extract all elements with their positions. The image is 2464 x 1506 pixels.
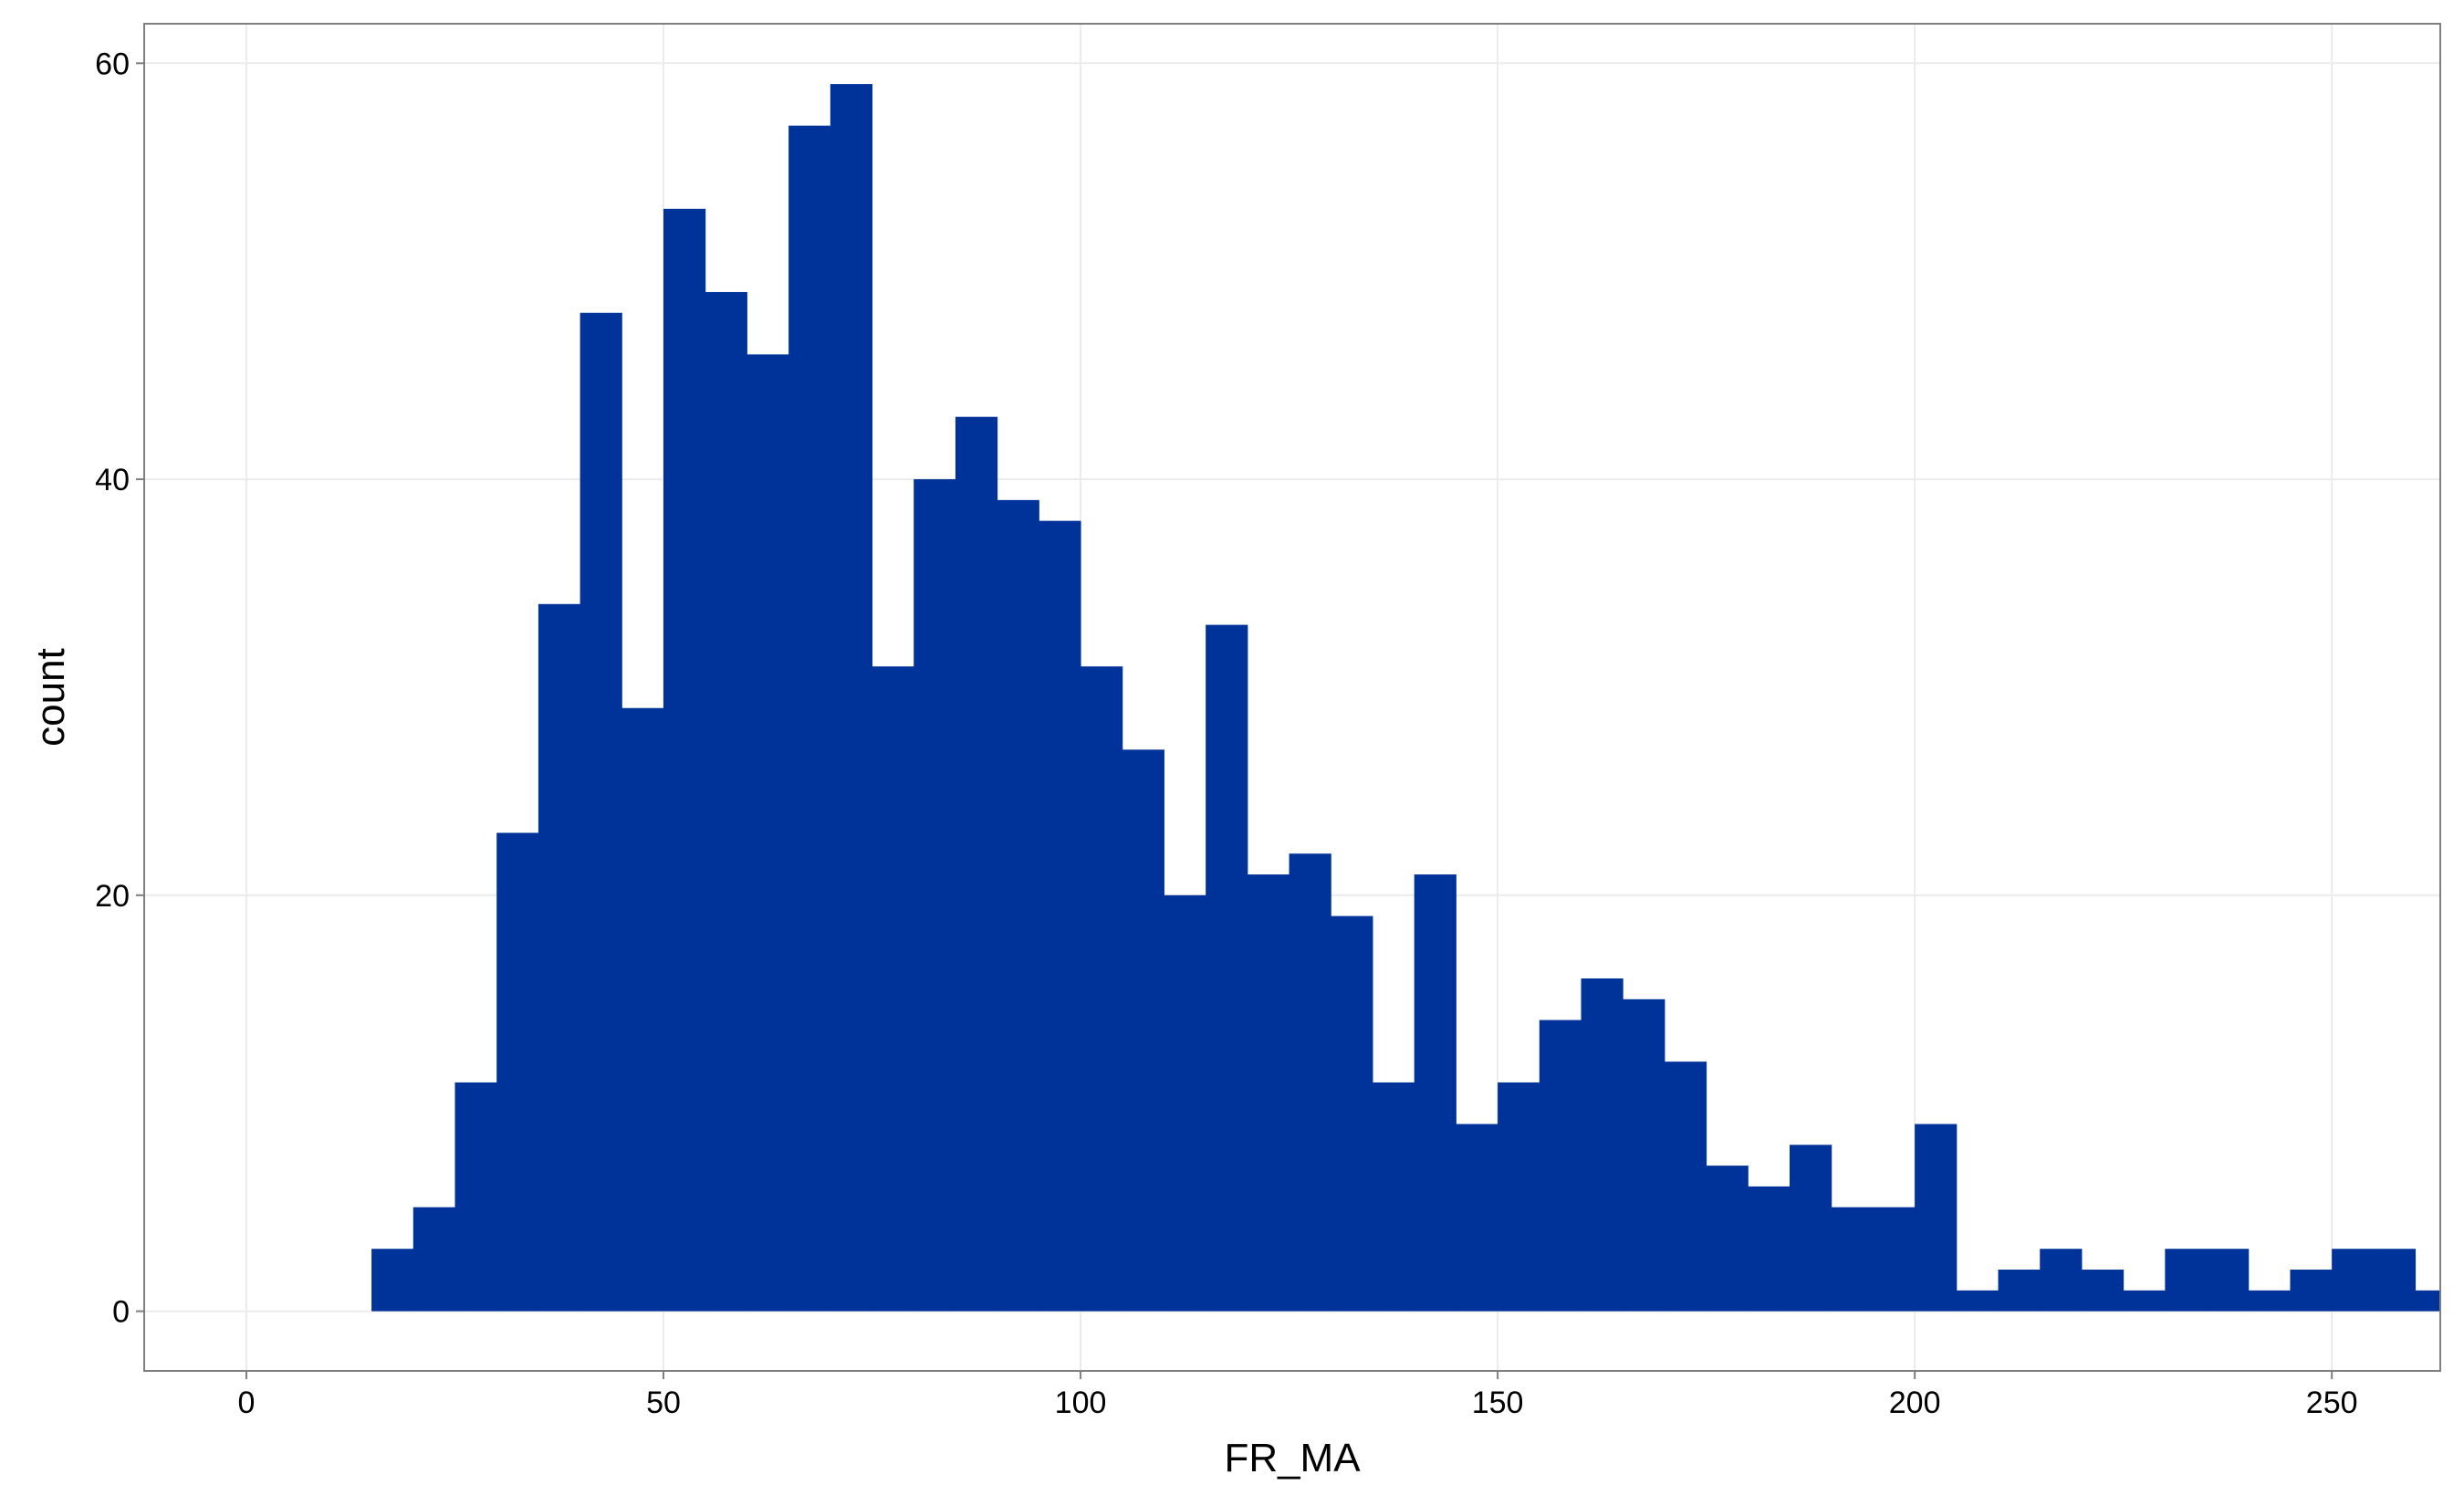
bars (371, 84, 2440, 1312)
bar (705, 291, 747, 1312)
bar (2248, 1290, 2291, 1312)
bar (621, 707, 664, 1312)
y-axis-title: count (28, 648, 73, 747)
bar (2081, 1270, 2125, 1312)
bar (1247, 874, 1290, 1312)
bar (1331, 915, 1373, 1312)
bar (1581, 978, 1624, 1312)
bar (914, 479, 956, 1312)
bar (454, 1082, 497, 1312)
bar (663, 208, 706, 1312)
bar (830, 84, 873, 1312)
x-tick-label: 150 (1472, 1386, 1524, 1420)
bar (1372, 1082, 1415, 1312)
bar (2373, 1249, 2417, 1312)
bar (747, 354, 789, 1312)
bar (1039, 520, 1081, 1312)
bar (1456, 1124, 1498, 1312)
bar (412, 1207, 455, 1312)
bar (2123, 1290, 2166, 1312)
bar (2165, 1249, 2208, 1312)
bar (1706, 1166, 1749, 1312)
bar (1206, 624, 1248, 1312)
bar (1289, 853, 1331, 1312)
x-tick-label: 0 (238, 1386, 256, 1420)
bar (1873, 1207, 1916, 1312)
bar (1790, 1145, 1832, 1312)
bar (788, 125, 831, 1312)
bar (872, 666, 914, 1312)
bar (538, 603, 581, 1312)
bar (1748, 1186, 1791, 1312)
x-tick-label: 250 (2306, 1386, 2358, 1420)
bar (2207, 1249, 2250, 1312)
bar (1831, 1207, 1874, 1312)
bar (1414, 874, 1456, 1312)
bar (997, 499, 1039, 1312)
bar (1498, 1082, 1540, 1312)
bar (1081, 666, 1123, 1312)
x-axis-title: FR_MA (1224, 1436, 1361, 1480)
bar (1998, 1270, 2041, 1312)
y-tick-label: 60 (95, 47, 130, 81)
y-tick-label: 0 (112, 1295, 130, 1330)
x-tick-label: 50 (646, 1386, 681, 1420)
bar (1664, 1062, 1707, 1312)
y-tick-label: 40 (95, 463, 130, 497)
y-tick-label: 20 (95, 879, 130, 914)
bar (2290, 1270, 2333, 1312)
bar (496, 832, 539, 1312)
bar (1956, 1290, 1999, 1312)
bar (1915, 1124, 1958, 1312)
x-tick-label: 100 (1055, 1386, 1107, 1420)
bar (1122, 749, 1164, 1312)
bar (2040, 1249, 2083, 1312)
bar (1164, 894, 1206, 1312)
axes: 0 50 100 150 200 250 0 20 40 60 (95, 47, 2357, 1420)
x-tick-label: 200 (1889, 1386, 1941, 1420)
bar (2415, 1290, 2440, 1312)
bar (2332, 1249, 2375, 1312)
panel-border (143, 23, 2441, 1372)
bar (579, 312, 622, 1312)
bar (1539, 1020, 1582, 1312)
bar (955, 416, 998, 1312)
bar (371, 1249, 414, 1312)
bar (1623, 999, 1665, 1312)
